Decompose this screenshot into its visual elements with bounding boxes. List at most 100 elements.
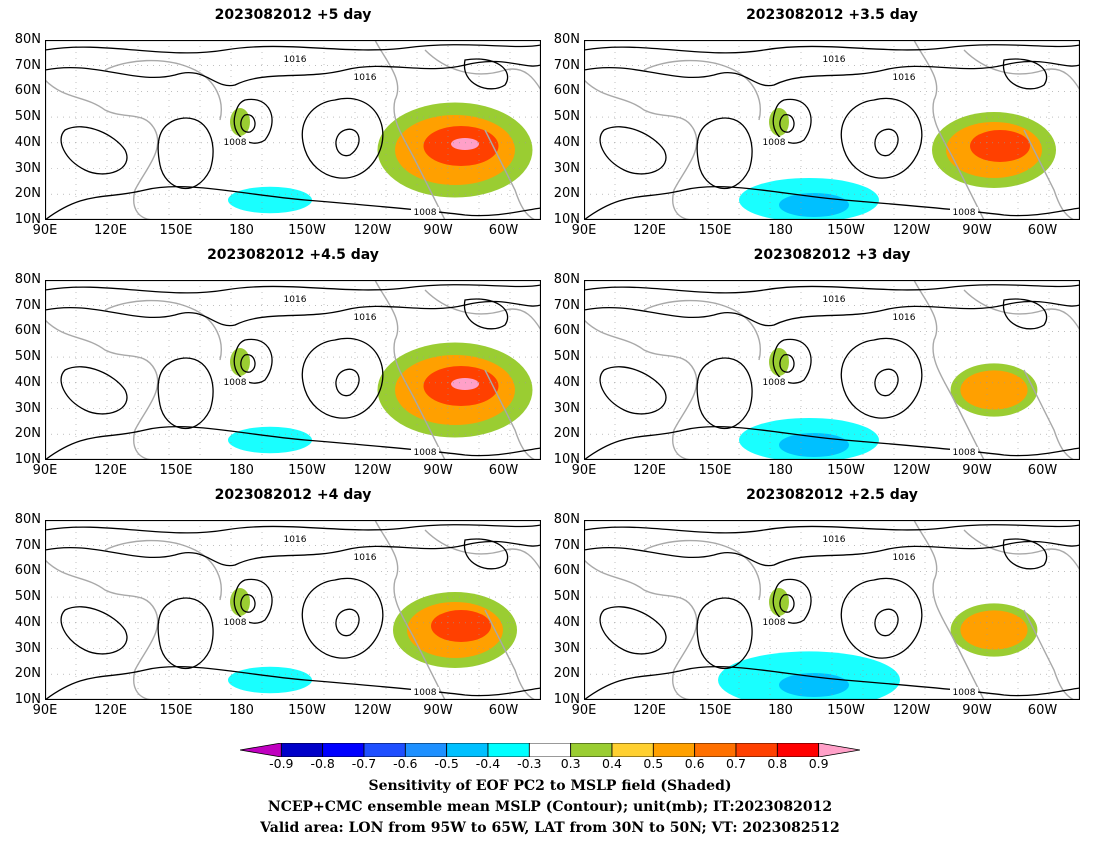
lon-tick-label: 90W <box>423 463 453 478</box>
lat-tick-label: 80N <box>14 32 41 47</box>
lat-tick-label: 80N <box>553 512 580 527</box>
lon-tick-label: 60W <box>488 223 519 238</box>
mslp-contour <box>584 540 1080 567</box>
lon-tick-label: 180 <box>229 463 254 478</box>
colorbar-label: -0.6 <box>393 756 418 771</box>
lat-tick-label: 10N <box>14 452 41 467</box>
mslp-contour <box>301 577 384 659</box>
caption-line-2: NCEP+CMC ensemble mean MSLP (Contour); u… <box>267 799 833 815</box>
contour-label: 1016 <box>354 553 377 563</box>
lon-tick-label: 120W <box>353 703 392 718</box>
lat-tick-label: 30N <box>553 400 580 416</box>
lon-tick-label: 180 <box>768 703 793 718</box>
lon-tick-label: 90E <box>571 463 597 478</box>
lat-tick-label: 20N <box>14 426 41 442</box>
lon-tick-label: 120E <box>93 703 128 718</box>
lat-tick-label: 30N <box>14 400 41 416</box>
lat-tick-label: 60N <box>14 83 41 99</box>
coastline <box>104 59 222 121</box>
positive-sensitivity-peak <box>451 138 479 150</box>
mslp-contour <box>840 577 923 659</box>
colorbar-segment <box>694 742 737 758</box>
contour-label: 1008 <box>763 378 786 388</box>
coastline <box>374 280 446 460</box>
lat-tick-label: 20N <box>14 666 41 682</box>
lon-tick-label: 90E <box>32 223 58 238</box>
mslp-contour <box>696 357 753 430</box>
lon-tick-label: 150W <box>827 223 865 238</box>
lat-tick-label: 50N <box>14 589 41 605</box>
coastline <box>45 79 159 220</box>
mslp-contour <box>45 185 541 220</box>
lat-tick-label: 10N <box>14 692 41 707</box>
positive-sensitivity-mid <box>960 370 1028 410</box>
coastline <box>45 319 159 460</box>
mslp-contour <box>779 594 795 613</box>
lon-tick-label: 150E <box>159 223 193 238</box>
mslp-contour <box>45 540 541 567</box>
lat-tick-label: 60N <box>14 323 41 339</box>
lon-tick-label: 60W <box>488 703 519 718</box>
lon-tick-label: 90W <box>423 703 453 718</box>
contour-label: 1016 <box>823 535 846 545</box>
mslp-contour <box>463 538 509 570</box>
mslp-contour <box>1002 58 1048 90</box>
mslp-contour <box>584 284 1080 294</box>
lat-tick-label: 50N <box>553 349 580 365</box>
lat-tick-label: 10N <box>14 212 41 227</box>
colorbar: -0.9 -0.8 -0.7 -0.6 -0.5 -0.4 -0.3 0.3 0.4 0.5 0.6… <box>239 742 861 772</box>
mslp-contour <box>157 597 214 670</box>
lat-tick-label: 70N <box>553 57 580 73</box>
lon-tick-label: 90E <box>32 463 58 478</box>
mslp-contour <box>45 425 541 460</box>
mslp-contour <box>696 597 753 670</box>
colorbar-label: -0.7 <box>351 756 377 771</box>
mslp-contour <box>335 128 360 157</box>
colorbar-bar <box>239 742 861 758</box>
lat-tick-label: 70N <box>553 297 580 313</box>
mslp-contour <box>240 594 256 613</box>
colorbar-label: -0.8 <box>310 756 335 771</box>
coastline <box>484 129 536 220</box>
mslp-contour <box>60 366 128 415</box>
lon-tick-label: 180 <box>229 703 254 718</box>
coastline <box>584 319 698 460</box>
lon-tick-label: 60W <box>1027 703 1058 718</box>
lat-tick-label: 70N <box>553 537 580 553</box>
lat-tick-label: 20N <box>553 666 580 682</box>
coastline <box>584 79 698 220</box>
lat-tick-label: 40N <box>553 134 580 150</box>
panel-title: 2023082012 +4 day <box>214 487 372 503</box>
lon-tick-label: 90E <box>32 703 58 718</box>
lon-tick-label: 90E <box>571 223 597 238</box>
panel-title: 2023082012 +3.5 day <box>746 7 918 23</box>
map-frame <box>45 40 541 220</box>
panel-title: 2023082012 +2.5 day <box>746 487 918 503</box>
contour-label: 1008 <box>953 208 976 218</box>
lon-tick-label: 120E <box>632 223 667 238</box>
colorbar-label: 0.3 <box>560 756 581 771</box>
lat-tick-label: 70N <box>14 297 41 313</box>
contour-label: 1008 <box>953 448 976 458</box>
colorbar-segment <box>404 742 448 758</box>
mslp-contour <box>599 366 667 415</box>
mslp-contour <box>45 665 541 700</box>
contour-label: 1016 <box>284 295 307 305</box>
colorbar-label: -0.4 <box>475 756 501 771</box>
colorbar-label: 0.7 <box>726 756 746 771</box>
lat-tick-label: 20N <box>553 186 580 202</box>
map-frame <box>584 280 1080 460</box>
coastline <box>45 559 159 700</box>
caption-line-1: Sensitivity of EOF PC2 to MSLP field (Sh… <box>368 778 732 794</box>
lat-tick-label: 70N <box>14 57 41 73</box>
colorbar-label: 0.8 <box>767 756 788 771</box>
contour-label: 1008 <box>763 618 786 628</box>
lon-tick-label: 90E <box>571 703 597 718</box>
colorbar-min-arrow <box>239 742 282 758</box>
map-frame <box>45 520 541 700</box>
contour-label: 1016 <box>284 55 307 65</box>
mslp-contour <box>1002 298 1048 330</box>
lat-tick-label: 40N <box>14 614 41 630</box>
lat-tick-label: 10N <box>553 452 580 467</box>
contour-label: 1008 <box>953 688 976 698</box>
